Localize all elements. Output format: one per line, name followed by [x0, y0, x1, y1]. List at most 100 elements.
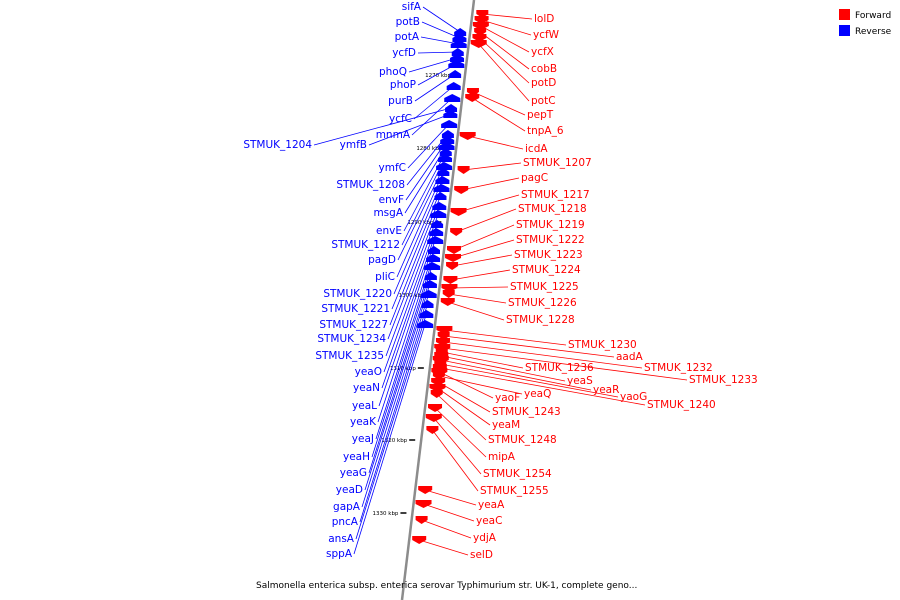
gene-label-STMUK_1233: STMUK_1233: [689, 374, 758, 386]
leader-line-yeaD: [364, 283, 431, 491]
leader-line-potD: [479, 37, 530, 84]
gene-feature-pagC: [454, 186, 469, 194]
gene-feature-STMUK_1254: [425, 414, 442, 422]
gene-label-yeaC: yeaC: [476, 515, 502, 527]
leader-line-sppA: [353, 323, 426, 555]
leader-line-pepT: [472, 91, 526, 116]
leader-line-mnmA: [411, 97, 453, 136]
caption: Salmonella enterica subsp. enterica sero…: [256, 581, 637, 591]
leader-line-aadA: [443, 335, 615, 358]
gene-feature-potB: [452, 34, 467, 42]
gene-features: [412, 10, 489, 544]
gene-label-yaoF: yaoF: [495, 392, 520, 404]
leader-line-mipA: [434, 407, 487, 458]
gene-label-ydjA: ydjA: [473, 532, 497, 544]
gene-label-STMUK_1219: STMUK_1219: [516, 219, 585, 231]
leader-line-potB: [421, 21, 460, 39]
gene-label-pncA: pncA: [332, 516, 359, 528]
gene-label-yeaD: yeaD: [336, 484, 363, 496]
leader-line-cobB: [479, 31, 530, 70]
gene-label-ycfC: ycfC: [389, 113, 412, 125]
gene-feature-icdA: [459, 132, 476, 140]
gene-label-STMUK_1207: STMUK_1207: [523, 157, 592, 169]
leader-line-ansA: [355, 313, 427, 540]
gene-feature-STMUK_1217: [450, 208, 467, 216]
leader-line-yeaJ: [375, 257, 434, 440]
gene-label-STMUK_1226: STMUK_1226: [508, 297, 577, 309]
gene-feature-STMUK_1207: [457, 166, 470, 174]
leader-line-STMUK_1218: [456, 208, 517, 233]
gene-label-phoQ: phoQ: [379, 66, 407, 78]
gene-label-yeaG: yeaG: [340, 467, 367, 479]
gene-label-pepT: pepT: [527, 109, 554, 121]
leader-line-ycfW: [481, 19, 532, 36]
leader-line-STMUK_1220: [393, 179, 443, 295]
gene-label-STMUK_1228: STMUK_1228: [506, 314, 575, 326]
gene-feature-yeaA: [418, 486, 433, 494]
gene-label-STMUK_1236: STMUK_1236: [525, 362, 594, 374]
gene-label-pagD: pagD: [368, 254, 396, 266]
gene-feature-yeaH: [424, 262, 441, 270]
gene-label-msgA: msgA: [373, 207, 403, 219]
legend: Forward Reverse: [839, 9, 892, 37]
gene-label-yeaH: yeaH: [343, 451, 370, 463]
gene-feature-STMUK_1208: [441, 130, 454, 138]
gene-feature-potC: [470, 40, 487, 48]
gene-label-purB: purB: [388, 95, 413, 107]
gene-feature-tnpA_6: [465, 94, 480, 102]
gene-feature-ydjA: [415, 516, 428, 524]
gene-feature-sifA: [454, 28, 467, 36]
gene-feature-STMUK_1220: [435, 176, 450, 184]
scale-tick-label: 1280 kbp: [416, 146, 442, 152]
gene-label-yeaK: yeaK: [350, 416, 377, 428]
leader-line-yeaA: [425, 489, 477, 506]
gene-label-STMUK_1225: STMUK_1225: [510, 281, 579, 293]
leader-line-potA: [420, 36, 459, 45]
gene-label-cobB: cobB: [531, 63, 557, 75]
leader-line-yaoG: [440, 363, 619, 398]
gene-feature-msgA: [438, 142, 455, 150]
gene-label-ansA: ansA: [328, 533, 355, 545]
gene-feature-STMUK_1226: [442, 290, 455, 298]
leader-line-phoQ: [408, 57, 458, 73]
leader-line-STMUK_1232: [442, 341, 643, 369]
gene-label-potC: potC: [531, 95, 556, 107]
gene-feature-gapA: [420, 290, 437, 298]
gene-label-STMUK_1224: STMUK_1224: [512, 264, 581, 276]
scale-tick-label: 1320 kbp: [381, 438, 407, 444]
gene-label-mipA: mipA: [488, 451, 516, 463]
gene-label-gapA: gapA: [333, 501, 361, 513]
gene-label-potD: potD: [531, 77, 556, 89]
gene-label-yaoG: yaoG: [620, 391, 647, 403]
leader-line-STMUK_1219: [453, 224, 515, 251]
leader-line-yeaG: [368, 275, 432, 474]
leader-line-ycfD: [417, 51, 458, 54]
leader-line-ycfX: [480, 25, 530, 53]
gene-feature-STMUK_1223: [446, 262, 459, 270]
leader-line-STMUK_1222: [452, 239, 515, 259]
scale-tick-label: 1270 kbp: [425, 73, 451, 79]
leader-line-potC: [478, 43, 530, 102]
leader-line-STMUK_1240: [439, 367, 646, 406]
gene-feature-STMUK_1218: [450, 228, 463, 236]
gene-label-potB: potB: [396, 16, 420, 28]
leader-line-STMUK_1236: [441, 351, 524, 369]
gene-label-STMUK_1235: STMUK_1235: [315, 350, 384, 362]
gene-label-STMUK_1220: STMUK_1220: [323, 288, 392, 300]
leader-line-STMUK_1254: [433, 417, 482, 475]
leader-line-yaoF: [439, 371, 494, 399]
leader-line-pncA: [359, 303, 428, 523]
leader-line-ymfC: [407, 123, 450, 169]
gene-feature-ansA: [419, 310, 434, 318]
gene-label-STMUK_1212: STMUK_1212: [331, 239, 400, 251]
gene-label-ymfC: ymfC: [379, 162, 406, 174]
leader-line-yeaR: [440, 359, 592, 391]
gene-label-yeaJ: yeaJ: [352, 433, 374, 445]
gene-label-yeaN: yeaN: [353, 382, 380, 394]
gene-label-STMUK_1208: STMUK_1208: [336, 179, 405, 191]
gene-label-yeaO: yeaO: [355, 366, 382, 378]
gene-feature-STMUK_1255: [426, 426, 439, 434]
gene-label-STMUK_1243: STMUK_1243: [492, 406, 561, 418]
